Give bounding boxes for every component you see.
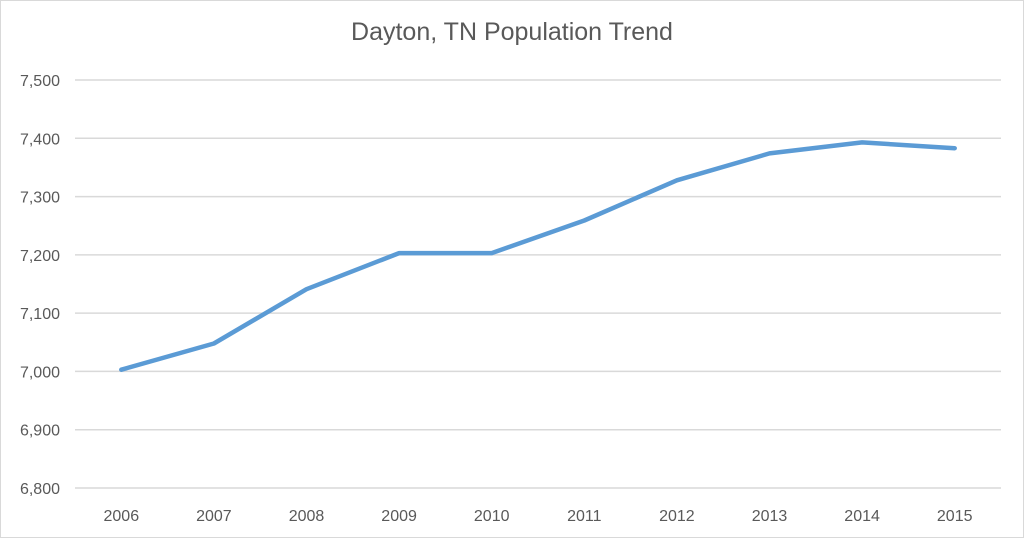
chart-title: Dayton, TN Population Trend xyxy=(351,18,673,46)
y-tick-label: 6,800 xyxy=(20,481,60,498)
y-tick-label: 7,100 xyxy=(20,306,60,323)
x-tick-label: 2012 xyxy=(659,508,695,525)
x-tick-label: 2015 xyxy=(937,508,973,525)
y-tick-label: 6,900 xyxy=(20,423,60,440)
y-tick-label: 7,000 xyxy=(20,364,60,381)
population-line xyxy=(119,140,957,372)
x-tick-label: 2010 xyxy=(474,508,510,525)
x-tick-label: 2008 xyxy=(289,508,325,525)
x-tick-label: 2011 xyxy=(567,508,602,525)
x-tick-label: 2014 xyxy=(844,508,880,525)
x-tick-label: 2007 xyxy=(196,508,232,525)
y-tick-label: 7,200 xyxy=(20,248,60,265)
x-tick-label: 2009 xyxy=(381,508,417,525)
x-tick-label: 2013 xyxy=(752,508,788,525)
y-tick-label: 7,300 xyxy=(20,190,60,207)
x-tick-label: 2006 xyxy=(104,508,140,525)
y-tick-label: 7,500 xyxy=(20,73,60,90)
y-tick-label: 7,400 xyxy=(20,131,60,148)
